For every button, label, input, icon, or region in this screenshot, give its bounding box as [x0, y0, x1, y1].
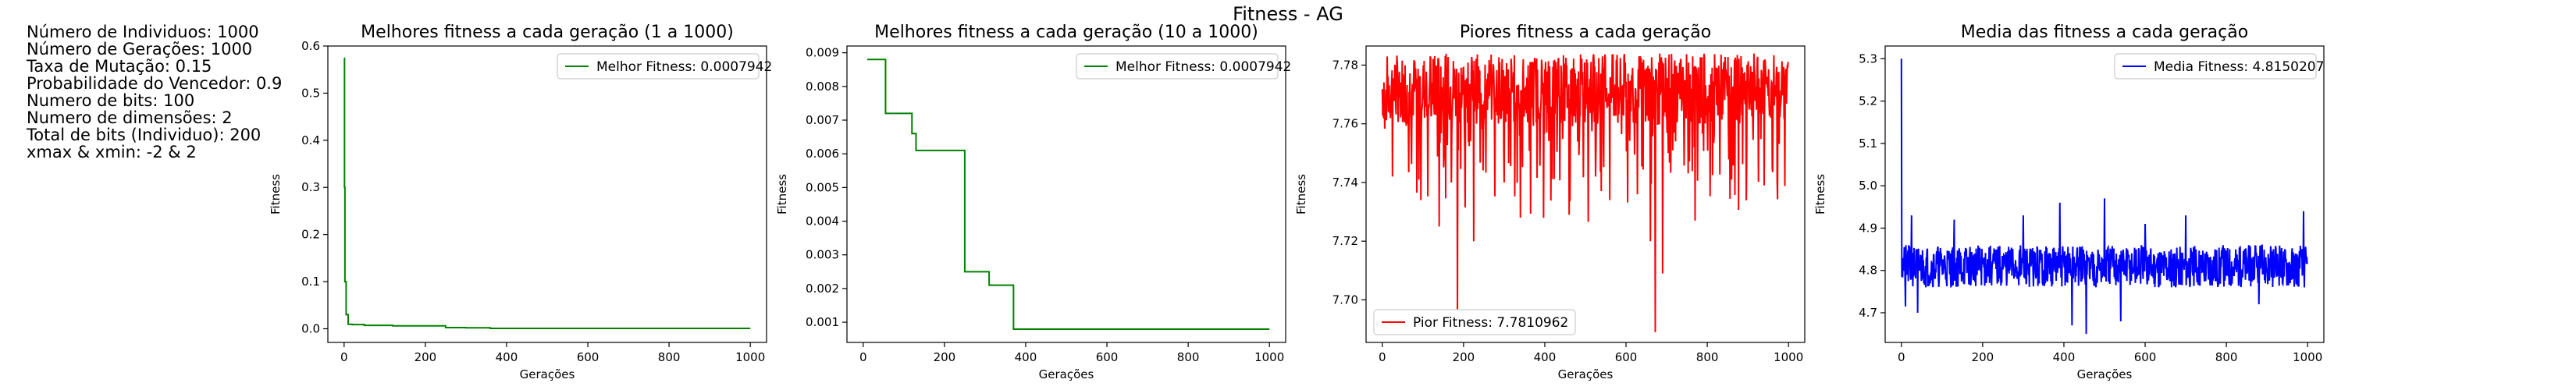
x-tick-label: 800	[658, 350, 681, 364]
x-tick-label: 1000	[2293, 350, 2322, 364]
y-tick-label: 0.3	[301, 180, 320, 194]
legend-label: Melhor Fitness: 0.0007942	[596, 59, 772, 75]
legend-box	[2114, 53, 2317, 80]
y-tick-label: 7.72	[1332, 234, 1358, 248]
x-tick-label: 400	[2053, 350, 2076, 364]
x-tick-label: 0	[1379, 350, 1386, 364]
x-tick-label: 800	[1177, 350, 1200, 364]
x-tick-label: 1000	[735, 350, 765, 364]
y-axis-label: Fitness	[1294, 174, 1308, 214]
x-tick-label: 600	[2134, 350, 2157, 364]
series-line-2-0	[1381, 53, 1789, 332]
x-tick-label: 400	[1015, 350, 1037, 364]
chart-title-best-10-1000: Melhores fitness a cada geração (10 a 10…	[874, 23, 1258, 42]
figure-title: Fitness - AG	[1233, 3, 1343, 25]
x-tick-label: 200	[934, 350, 956, 364]
plot-frame	[1884, 45, 2325, 343]
x-tick-label: 1000	[1774, 350, 1803, 364]
x-tick-label: 200	[415, 350, 437, 364]
y-tick-label: 5.1	[1859, 136, 1877, 151]
y-tick-label: 4.8	[1859, 264, 1877, 278]
x-axis-label: Gerações	[1039, 367, 1094, 381]
param-total-bits: Total de bits (Individuo): 200	[27, 126, 262, 144]
chart-panel-0: 0 200 400 600 800 1000 0.0 0.1 0.2 0.3 0.4 0.5 0.6 Ge…	[269, 39, 772, 381]
y-tick-label: 5.2	[1859, 94, 1877, 108]
y-tick-label: 4.9	[1859, 221, 1877, 235]
param-geracoes: Número de Gerações: 1000	[27, 40, 253, 58]
y-tick-label: 0.1	[301, 275, 320, 289]
y-axis-label: Fitness	[1813, 174, 1827, 214]
y-tick-label: 0.003	[806, 248, 839, 262]
chart-title-mean: Media das fitness a cada geração	[1960, 23, 2249, 42]
y-tick-label: 0.6	[301, 39, 320, 53]
y-tick-label: 0.006	[806, 147, 839, 161]
y-tick-label: 0.001	[806, 315, 839, 329]
legend-box	[1076, 53, 1279, 80]
chart-panel-1: 0 200 400 600 800 1000 0.001 0.002 0.003 0.004 0.0…	[775, 45, 1291, 381]
x-tick-label: 0	[1898, 350, 1905, 364]
legend-label: Media Fitness: 4.8150207	[2154, 59, 2324, 75]
x-tick-label: 1000	[1254, 350, 1284, 364]
x-tick-label: 800	[1696, 350, 1719, 364]
y-tick-label: 0.2	[301, 228, 320, 242]
series-line-1-0	[867, 58, 1270, 330]
legend-box	[1373, 309, 1576, 335]
y-axis-label: Fitness	[269, 174, 283, 214]
x-tick-label: 600	[1615, 350, 1638, 364]
x-tick-label: 200	[1972, 350, 1994, 364]
x-tick-label: 200	[1453, 350, 1475, 364]
legend-label: Pior Fitness: 7.7810962	[1413, 315, 1568, 331]
y-tick-label: 0.008	[806, 80, 839, 94]
y-tick-label: 0.007	[806, 113, 839, 127]
x-axis-label: Gerações	[2077, 367, 2133, 381]
y-tick-label: 0.005	[806, 180, 839, 194]
plot-frame	[327, 45, 767, 343]
chart-panel-3: 0 200 400 600 800 1000 4.7 4.8 4.9 5.0 5.1 5.2 5.3 Ge…	[1813, 45, 2325, 381]
x-tick-label: 400	[496, 350, 518, 364]
x-tick-label: 800	[2215, 350, 2238, 364]
series-line-0-0	[343, 57, 751, 329]
x-tick-label: 600	[1096, 350, 1119, 364]
y-tick-label: 0.002	[806, 282, 839, 296]
param-numero-bits: Numero de bits: 100	[27, 91, 195, 110]
y-tick-label: 7.78	[1332, 58, 1358, 72]
y-tick-label: 0.5	[301, 86, 320, 100]
parameters-panel: Número de Individuos: 1000 Número de Ger…	[27, 23, 282, 161]
y-tick-label: 4.7	[1859, 306, 1877, 320]
y-tick-label: 7.76	[1332, 117, 1358, 131]
x-axis-label: Gerações	[520, 367, 575, 381]
y-tick-label: 0.4	[301, 133, 320, 147]
chart-title-best-1-1000: Melhores fitness a cada geração (1 a 100…	[361, 23, 734, 42]
y-tick-label: 7.70	[1332, 292, 1358, 307]
param-individuos: Número de Individuos: 1000	[27, 23, 259, 41]
legend-label: Melhor Fitness: 0.0007942	[1115, 59, 1291, 75]
legend-box	[557, 53, 760, 80]
y-tick-label: 7.74	[1332, 176, 1358, 190]
x-tick-label: 0	[340, 350, 348, 364]
x-tick-label: 400	[1534, 350, 1557, 364]
plot-frame	[846, 45, 1286, 343]
param-numero-dimensoes: Numero de dimensões: 2	[27, 108, 233, 127]
chart-title-worst: Piores fitness a cada geração	[1459, 23, 1712, 42]
param-xmax-xmin: xmax & xmin: -2 & 2	[27, 143, 197, 161]
y-axis-label: Fitness	[775, 174, 789, 214]
y-tick-label: 0.009	[806, 46, 839, 60]
y-tick-label: 0.0	[301, 321, 320, 335]
plot-frame	[1365, 45, 1806, 343]
x-axis-label: Gerações	[1558, 367, 1614, 381]
param-probabilidade-vencedor: Probabilidade do Vencedor: 0.9	[27, 74, 283, 93]
chart-panel-2: 0 200 400 600 800 1000 7.70 7.72 7.74 7.76 7.78 Ger…	[1294, 45, 1806, 381]
y-tick-label: 5.3	[1859, 51, 1877, 66]
x-tick-label: 600	[577, 350, 600, 364]
y-tick-label: 0.004	[806, 214, 839, 229]
param-taxa-mutacao: Taxa de Mutação: 0.15	[27, 57, 212, 76]
y-tick-label: 5.0	[1859, 179, 1877, 193]
series-line-3-0	[1900, 58, 2308, 335]
x-tick-label: 0	[859, 350, 867, 364]
